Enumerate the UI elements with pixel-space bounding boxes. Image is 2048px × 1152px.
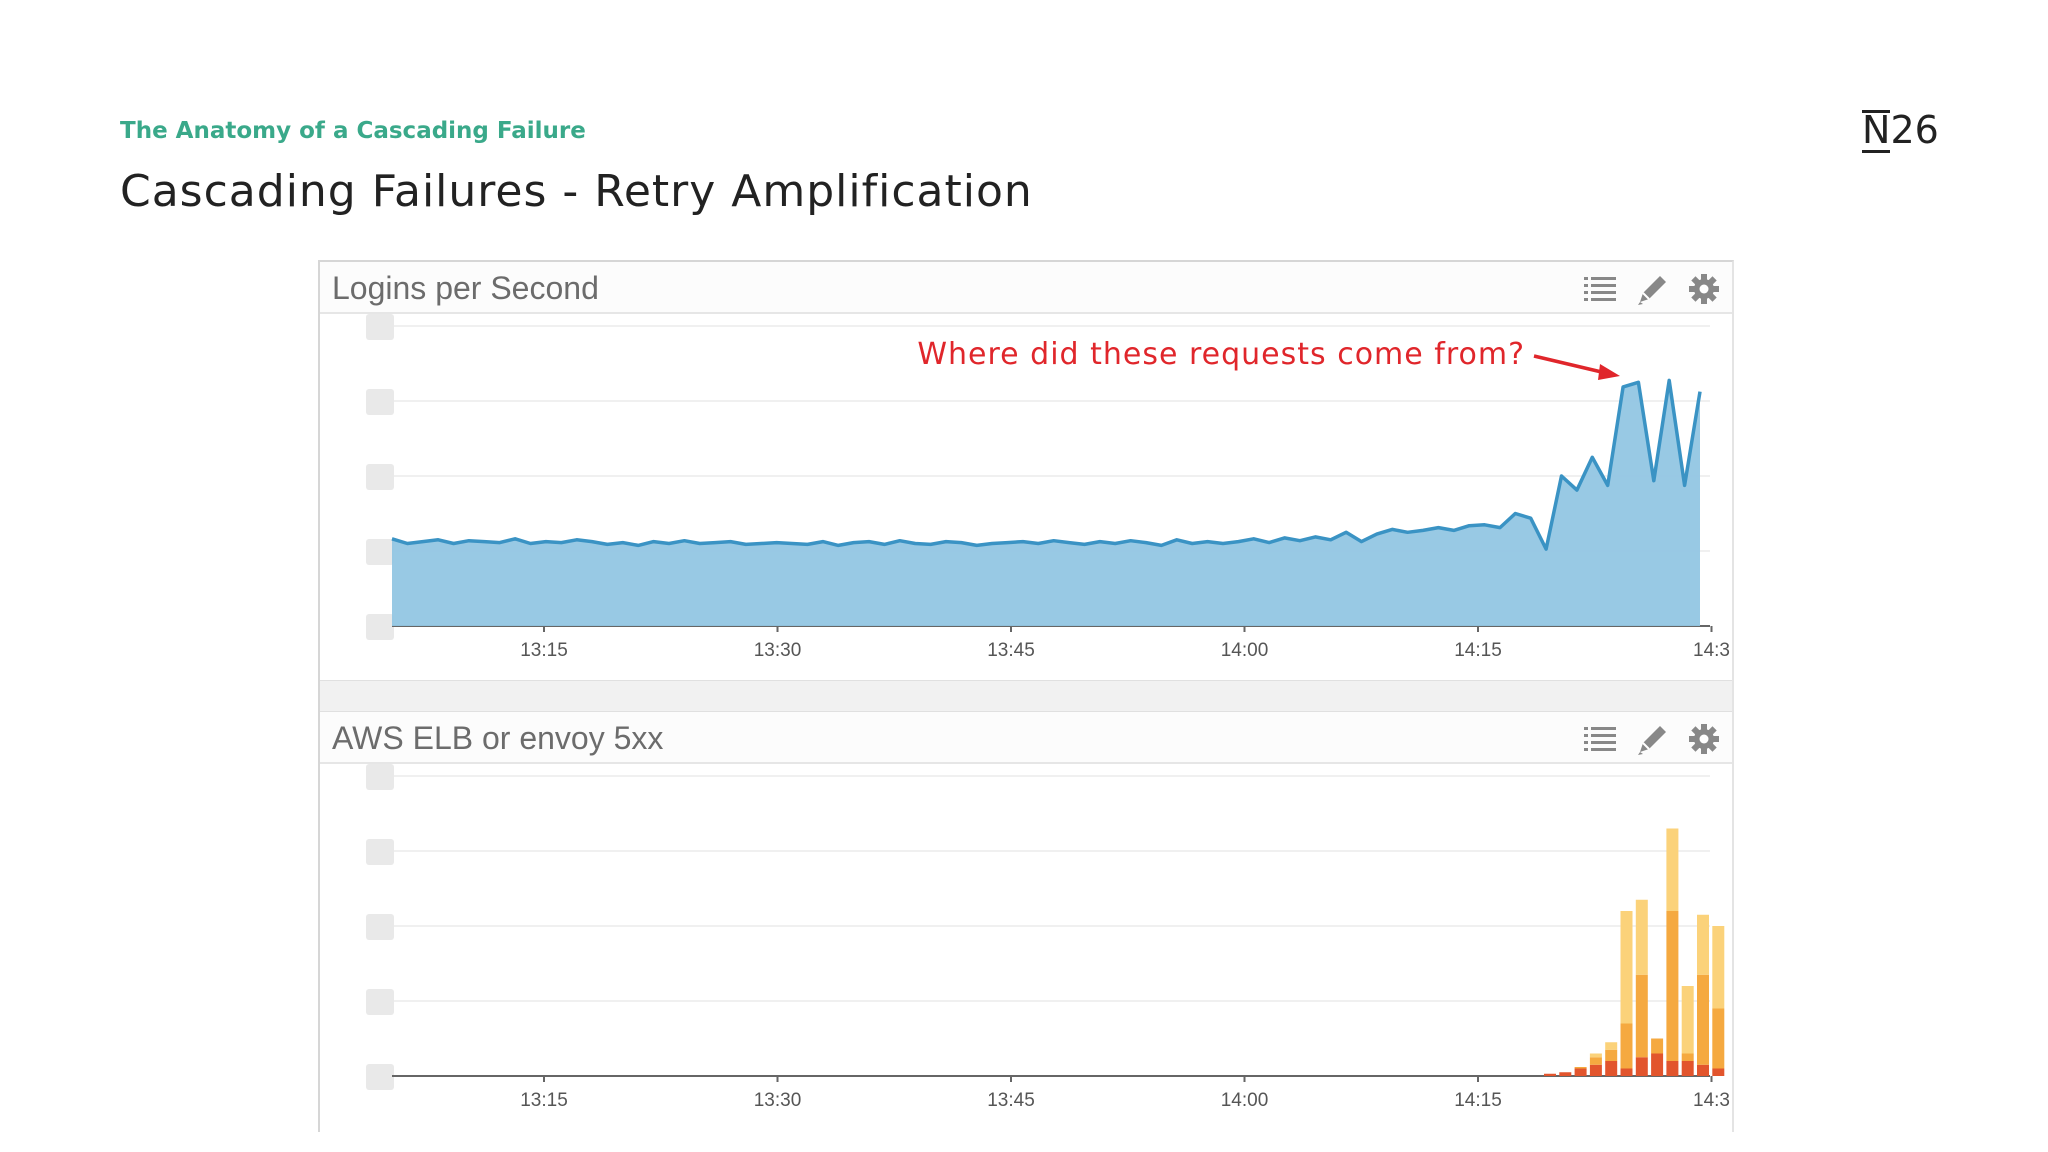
gear-icon[interactable] [1686, 272, 1722, 306]
x-tick-label: 13:15 [520, 640, 568, 661]
bar-segment [1559, 1072, 1572, 1076]
x-tick-label: 14:00 [1221, 1090, 1269, 1111]
annotation-text: Where did these requests come from? [917, 337, 1525, 372]
bar-segment [1589, 1057, 1602, 1065]
panel-header: AWS ELB or envoy 5xx [320, 712, 1732, 764]
x-tick-label: 13:45 [987, 1090, 1035, 1111]
n26-logo: N26 [1862, 108, 1939, 153]
x-tick-label: 13:30 [754, 1090, 802, 1111]
bar-segment [1697, 1064, 1709, 1076]
errors-chart: 13:15 13:30 13:45 14:00 14:15 14:3 [366, 764, 1730, 1111]
bar-segment [1635, 974, 1648, 1058]
logins-chart: 13:15 13:30 13:45 14:00 14:15 14:3 Where did t… [366, 314, 1730, 661]
bar-segment [1574, 1068, 1587, 1076]
bar-segment [1666, 911, 1679, 1061]
bar-segment [1589, 1064, 1602, 1076]
bar-segment [1681, 986, 1694, 1054]
x-tick-label: 13:15 [520, 1090, 568, 1111]
list-icon[interactable] [1582, 272, 1618, 306]
pencil-icon[interactable] [1634, 272, 1670, 306]
panel-title: Logins per Second [332, 270, 599, 306]
bar-segment [1620, 911, 1633, 1024]
panel-header: Logins per Second [320, 262, 1732, 314]
slide-title: Cascading Failures - Retry Amplification [120, 166, 1033, 217]
x-tick-label: 14:3 [1693, 1090, 1730, 1111]
bar-segment [1620, 1023, 1633, 1069]
y-tick-blurred [366, 914, 394, 940]
list-icon[interactable] [1582, 722, 1618, 756]
dashboard-screenshot: Logins per Second 13:15 13:30 13:45 14:00 14… [318, 260, 1734, 1132]
annotation-arrowhead [1598, 364, 1620, 380]
bar-segment [1574, 1067, 1587, 1069]
bar-segment [1666, 828, 1679, 911]
slide-kicker: The Anatomy of a Cascading Failure [120, 118, 586, 144]
bar-segment [1635, 899, 1648, 975]
bar-segment [1544, 1073, 1556, 1076]
panel-gap [320, 680, 1732, 712]
pencil-icon[interactable] [1634, 722, 1670, 756]
y-tick-blurred [366, 764, 394, 790]
y-tick-blurred [366, 614, 394, 640]
panel-title: AWS ELB or envoy 5xx [332, 720, 664, 756]
bar-segment [1605, 1042, 1618, 1050]
bar-segment [1651, 1053, 1664, 1076]
bar-segment [1605, 1049, 1618, 1061]
bar-segment [1712, 1008, 1725, 1069]
x-tick-label: 14:00 [1221, 640, 1269, 661]
gear-icon[interactable] [1686, 722, 1722, 756]
logo-mark: N [1862, 108, 1891, 153]
series-area [392, 380, 1700, 626]
annotation-arrow [1533, 354, 1611, 376]
y-tick-blurred [366, 464, 394, 490]
panel-5xx: AWS ELB or envoy 5xx 13:15 13:30 13:45 14:0… [320, 712, 1732, 1132]
bar-segment [1620, 1068, 1633, 1076]
x-tick-label: 13:30 [754, 640, 802, 661]
bar-segment [1666, 1061, 1679, 1076]
y-tick-blurred [366, 1064, 394, 1090]
bar-segment [1712, 926, 1725, 1009]
bar-segment [1651, 1038, 1664, 1054]
bar-segment [1681, 1053, 1694, 1061]
bar-segment [1697, 974, 1709, 1065]
y-tick-blurred [366, 989, 394, 1015]
x-tick-label: 14:15 [1454, 640, 1502, 661]
y-tick-blurred [366, 839, 394, 865]
panel-logins: Logins per Second 13:15 13:30 13:45 14:00 14… [320, 262, 1732, 680]
y-tick-blurred [366, 314, 394, 340]
series-line [391, 378, 1702, 551]
bar-segment [1635, 1057, 1648, 1076]
bar-segment [1605, 1061, 1618, 1076]
x-tick-label: 14:3 [1693, 640, 1730, 661]
bar-segment [1712, 1068, 1725, 1076]
x-tick-label: 13:45 [987, 640, 1035, 661]
y-tick-blurred [366, 539, 394, 565]
y-tick-blurred [366, 389, 394, 415]
bar-segment [1697, 914, 1709, 975]
bar-segment [1589, 1053, 1602, 1058]
bar-segment [1681, 1061, 1694, 1076]
x-tick-label: 14:15 [1454, 1090, 1502, 1111]
logo-text: 26 [1890, 108, 1939, 152]
